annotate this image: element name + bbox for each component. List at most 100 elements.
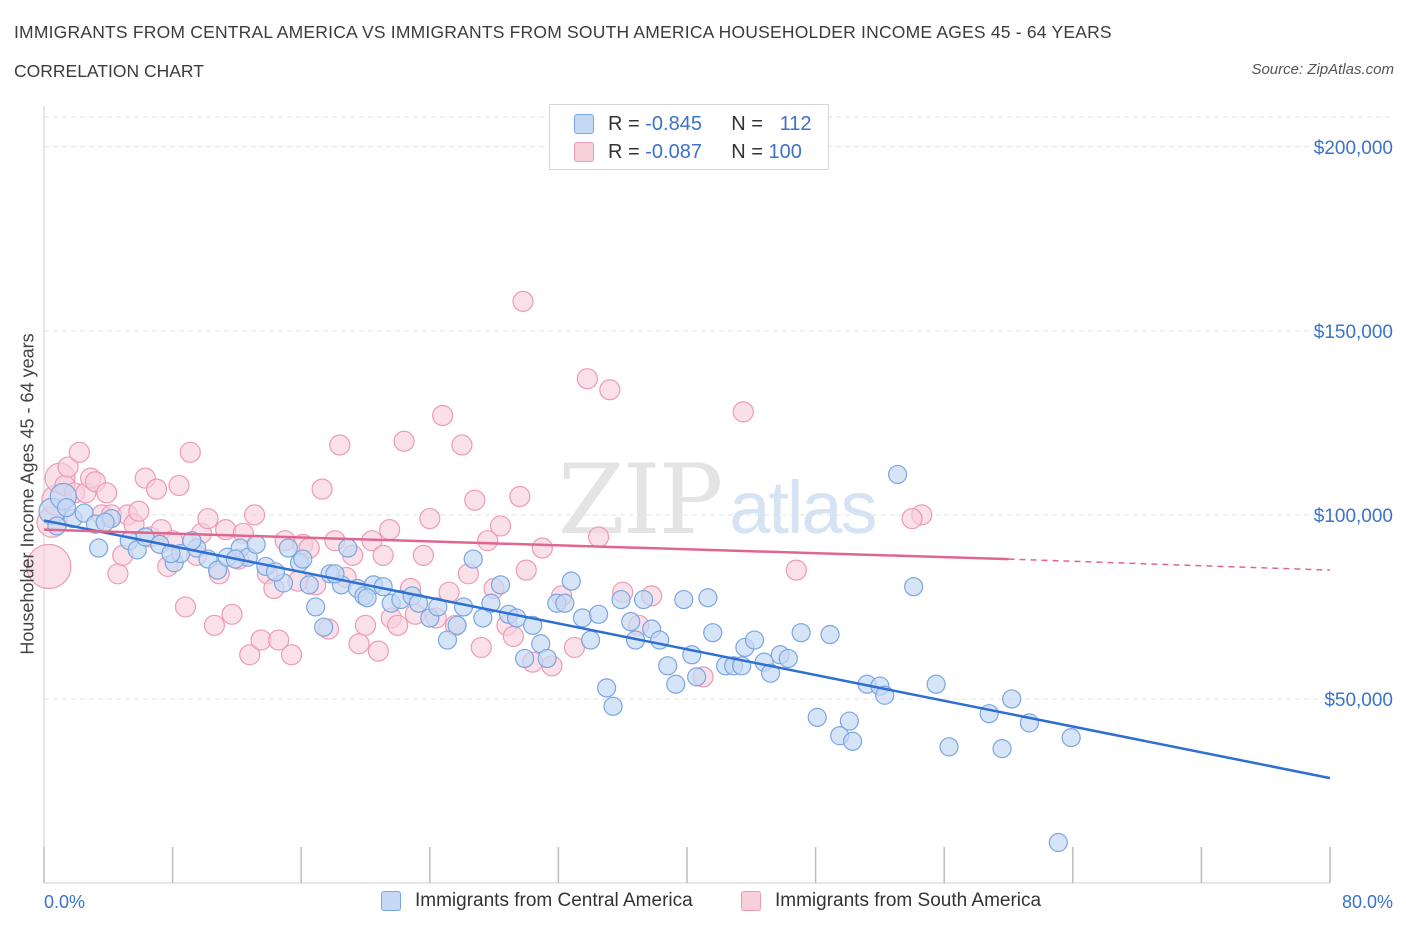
data-point-south — [96, 482, 118, 504]
data-point-central — [306, 597, 326, 617]
data-point-south — [243, 504, 266, 526]
x-tick-label-min: 0.0% — [44, 892, 85, 912]
data-point-south — [168, 474, 190, 497]
data-point-central — [338, 538, 358, 558]
legend-swatch-south — [574, 142, 594, 162]
data-point-central — [597, 678, 617, 698]
legend-n-label: N = — [731, 140, 763, 163]
data-point-south — [451, 434, 473, 456]
data-point-south — [348, 633, 370, 655]
data-point-central — [299, 575, 319, 595]
data-point-central — [490, 575, 511, 595]
data-point-south — [502, 625, 524, 647]
data-point-south — [379, 519, 401, 541]
data-point-south — [57, 456, 79, 478]
tick-labels: $50,000 $100,000 $150,000 $200,000 0.0% 80.0% — [44, 138, 1393, 912]
legend-n-label: N = — [731, 112, 763, 135]
data-point-south — [197, 507, 219, 530]
trend-lines — [43, 519, 1331, 780]
data-point-central — [523, 615, 543, 635]
series-label-central: Immigrants from Central America — [415, 890, 693, 911]
data-point-south — [419, 507, 441, 530]
data-point-central — [357, 588, 377, 608]
data-point-central — [572, 608, 593, 628]
data-point-central — [658, 656, 678, 676]
data-point-central — [537, 648, 557, 669]
data-point-south — [599, 379, 621, 401]
data-point-south — [531, 537, 553, 559]
data-point-central — [778, 648, 798, 669]
data-point-south — [107, 563, 129, 585]
data-point-central — [428, 597, 448, 617]
data-point-south — [587, 526, 610, 548]
data-point-central — [887, 464, 908, 485]
data-point-south — [393, 430, 415, 452]
trend-line-south-extension — [1008, 558, 1331, 571]
legend-r-label: R = — [608, 112, 640, 135]
data-point-central — [926, 674, 946, 694]
legend-r-value-central: -0.845 — [645, 112, 702, 135]
data-point-central — [463, 549, 483, 569]
data-point-central — [687, 667, 707, 687]
data-point-central — [820, 624, 840, 645]
data-point-south — [489, 515, 512, 537]
data-point-south — [470, 636, 492, 659]
data-point-central — [561, 571, 581, 591]
data-point-south — [785, 559, 807, 581]
y-tick-label: $200,000 — [1314, 138, 1393, 159]
correlation-legend: R = -0.845 N = 112 R = -0.087 N = 100 — [549, 104, 829, 170]
series-legend-central: Immigrants from Central America — [381, 890, 693, 912]
series-label-south: Immigrants from South America — [775, 890, 1042, 911]
legend-row-central: R = -0.845 N = 112 — [574, 111, 812, 137]
x-tick-label-max: 80.0% — [1342, 892, 1393, 912]
data-point-central — [507, 608, 527, 628]
data-point-south — [372, 544, 394, 566]
data-point-central — [939, 737, 959, 757]
data-point-central — [515, 648, 535, 669]
data-point-south — [509, 485, 531, 508]
data-point-central — [95, 512, 115, 532]
data-point-central — [842, 731, 863, 751]
data-point-central — [1061, 728, 1081, 748]
data-point-south — [367, 640, 389, 662]
chart-subtitle: CORRELATION CHART — [14, 61, 204, 81]
data-point-south — [239, 644, 261, 666]
data-point-south — [203, 614, 225, 636]
data-point-south — [515, 559, 537, 581]
data-point-central — [161, 543, 181, 564]
data-point-central — [1002, 689, 1022, 709]
data-point-south — [128, 500, 150, 522]
y-tick-label: $100,000 — [1314, 506, 1393, 527]
trend-line-south — [43, 528, 1009, 561]
data-point-central — [666, 674, 686, 694]
data-point-south — [26, 543, 72, 590]
data-point-south — [329, 434, 351, 456]
data-point-central — [760, 663, 781, 683]
data-point-central — [992, 739, 1012, 759]
central-america-points — [38, 464, 1081, 853]
data-point-south — [174, 596, 197, 618]
data-point-central — [839, 711, 859, 731]
data-point-central — [293, 549, 313, 569]
data-point-central — [481, 593, 501, 613]
data-point-south — [387, 614, 409, 636]
data-point-south — [432, 404, 454, 427]
data-point-central — [698, 588, 718, 608]
data-point-south — [464, 489, 486, 511]
data-point-south — [250, 629, 272, 651]
data-point-central — [278, 538, 298, 558]
data-point-central — [674, 589, 694, 610]
series-swatch-central — [381, 891, 401, 911]
data-point-south — [412, 544, 434, 566]
data-point-central — [633, 589, 654, 610]
legend-r-value-south: -0.087 — [645, 140, 702, 163]
data-point-south — [354, 614, 377, 636]
watermark-zip: ZIP — [558, 444, 723, 556]
trend-line-central — [43, 519, 1331, 780]
legend-r-label: R = — [608, 140, 640, 163]
data-point-central — [47, 516, 67, 536]
data-point-south — [576, 368, 598, 390]
grid-lines — [44, 116, 1392, 700]
data-point-central — [621, 612, 641, 632]
data-point-south — [179, 441, 201, 463]
